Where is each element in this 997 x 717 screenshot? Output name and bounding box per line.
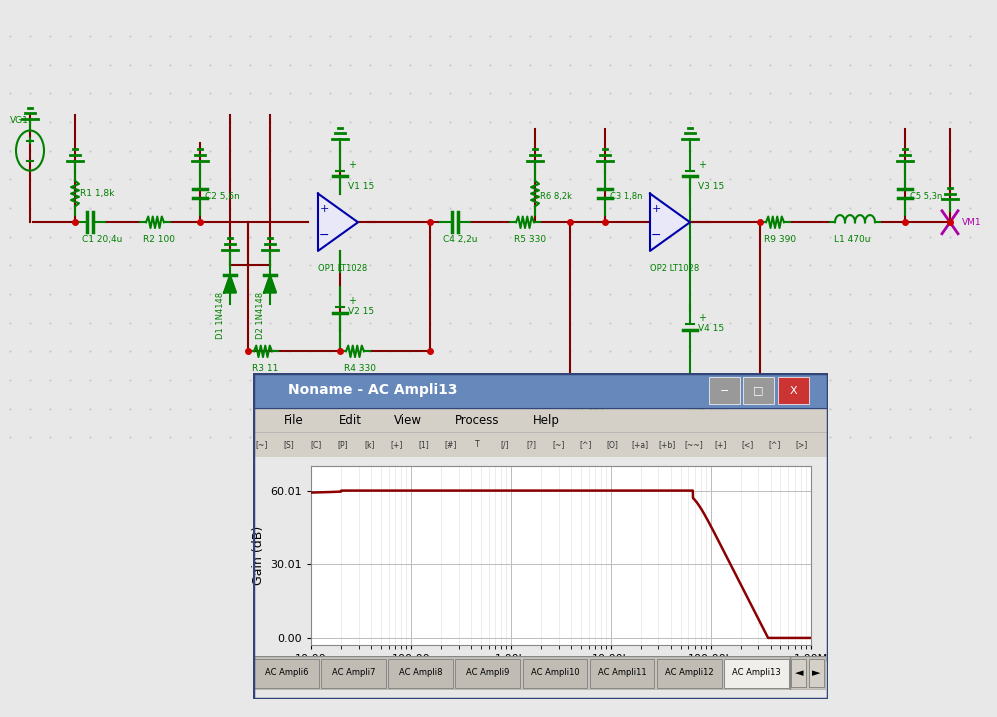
Polygon shape (318, 194, 358, 251)
Text: [C]: [C] (310, 440, 321, 449)
Text: D2 1N4148: D2 1N4148 (255, 292, 264, 339)
Text: R4 330: R4 330 (344, 364, 376, 373)
Text: Process: Process (455, 414, 499, 427)
Text: −: − (720, 386, 729, 396)
Text: V3 15: V3 15 (698, 182, 724, 191)
Text: □: □ (754, 386, 764, 396)
Text: [+b]: [+b] (658, 440, 675, 449)
Text: C5 5,3n: C5 5,3n (910, 192, 942, 201)
Text: Noname - AC Ampli13: Noname - AC Ampli13 (288, 383, 458, 397)
FancyBboxPatch shape (456, 659, 520, 688)
Text: D1 1N4148: D1 1N4148 (215, 292, 224, 339)
Text: R7 150: R7 150 (573, 403, 605, 412)
Text: R1 1,8k: R1 1,8k (80, 189, 115, 198)
FancyBboxPatch shape (254, 659, 319, 688)
Text: V1 15: V1 15 (348, 182, 374, 191)
Text: [~]: [~] (552, 440, 565, 449)
Text: AC Ampli6: AC Ampli6 (265, 668, 308, 677)
Text: View: View (394, 414, 423, 427)
Text: [~]: [~] (255, 440, 268, 449)
Text: AC Ampli11: AC Ampli11 (597, 668, 646, 677)
Text: [+]: [+] (391, 440, 403, 449)
FancyBboxPatch shape (253, 432, 828, 457)
FancyBboxPatch shape (778, 377, 809, 404)
Text: [^]: [^] (579, 440, 592, 449)
FancyBboxPatch shape (657, 659, 722, 688)
Text: ►: ► (812, 668, 821, 678)
Text: X: X (790, 386, 797, 396)
Text: [+a]: [+a] (631, 440, 648, 449)
Text: +: + (698, 160, 706, 170)
Text: +: + (319, 204, 329, 214)
Text: AC Ampli13: AC Ampli13 (732, 668, 781, 677)
FancyBboxPatch shape (809, 660, 824, 687)
Text: R3 11: R3 11 (252, 364, 278, 373)
Polygon shape (650, 194, 690, 251)
Text: [1]: [1] (419, 440, 429, 449)
Text: +: + (348, 160, 356, 170)
Text: +: + (651, 204, 661, 214)
Text: C3 1,8n: C3 1,8n (610, 192, 642, 201)
Text: [O]: [O] (607, 440, 619, 449)
Text: OP1 LT1028: OP1 LT1028 (318, 264, 367, 272)
Text: [S]: [S] (283, 440, 294, 449)
Text: [+]: [+] (715, 440, 727, 449)
Text: C2 5,6n: C2 5,6n (205, 192, 239, 201)
Text: [#]: [#] (445, 440, 457, 449)
FancyBboxPatch shape (743, 377, 774, 404)
Text: [>]: [>] (796, 440, 808, 449)
Text: −: − (651, 229, 661, 242)
Text: R6 8,2k: R6 8,2k (540, 192, 572, 201)
Polygon shape (264, 275, 276, 293)
FancyBboxPatch shape (792, 660, 807, 687)
Text: [^]: [^] (769, 440, 781, 449)
Text: C1 20,4u: C1 20,4u (82, 235, 123, 244)
FancyBboxPatch shape (522, 659, 587, 688)
Text: File: File (283, 414, 303, 427)
Text: AC Ampli10: AC Ampli10 (530, 668, 579, 677)
Y-axis label: Gain (dB): Gain (dB) (252, 526, 265, 585)
Text: AC Ampli9: AC Ampli9 (467, 668, 509, 677)
Text: VG1: VG1 (10, 116, 29, 125)
FancyBboxPatch shape (253, 409, 828, 432)
Text: R2 100: R2 100 (143, 235, 175, 244)
Text: [<]: [<] (742, 440, 754, 449)
Text: +: + (698, 313, 706, 323)
Text: R5 330: R5 330 (514, 235, 546, 244)
Text: C4 2,2u: C4 2,2u (443, 235, 478, 244)
Text: [k]: [k] (365, 440, 375, 449)
Text: AC Ampli7: AC Ampli7 (332, 668, 376, 677)
FancyBboxPatch shape (253, 656, 790, 690)
Text: V2 15: V2 15 (348, 307, 374, 315)
Text: AC Ampli8: AC Ampli8 (399, 668, 443, 677)
Text: T: T (476, 440, 481, 449)
Text: −: − (319, 229, 329, 242)
X-axis label: Frequency (Hz): Frequency (Hz) (513, 670, 608, 683)
Polygon shape (224, 275, 236, 293)
Text: Edit: Edit (339, 414, 362, 427)
Text: L1 470u: L1 470u (834, 235, 870, 244)
FancyBboxPatch shape (790, 656, 826, 690)
Text: ◄: ◄ (795, 668, 804, 678)
Text: [/]: [/] (500, 440, 509, 449)
Text: [?]: [?] (526, 440, 536, 449)
Text: OP2 LT1028: OP2 LT1028 (650, 264, 699, 272)
Text: AC Ampli12: AC Ampli12 (665, 668, 714, 677)
FancyBboxPatch shape (389, 659, 454, 688)
Text: VM1: VM1 (962, 218, 982, 227)
Text: [P]: [P] (338, 440, 348, 449)
FancyBboxPatch shape (724, 659, 789, 688)
FancyBboxPatch shape (709, 377, 740, 404)
Text: R9 390: R9 390 (764, 235, 797, 244)
Text: V4 15: V4 15 (698, 324, 724, 333)
Text: Help: Help (532, 414, 559, 427)
Text: R8 4,7k: R8 4,7k (693, 403, 727, 412)
FancyBboxPatch shape (589, 659, 654, 688)
Text: +: + (348, 296, 356, 306)
Text: [~~]: [~~] (684, 440, 703, 449)
FancyBboxPatch shape (321, 659, 386, 688)
FancyBboxPatch shape (253, 373, 828, 409)
